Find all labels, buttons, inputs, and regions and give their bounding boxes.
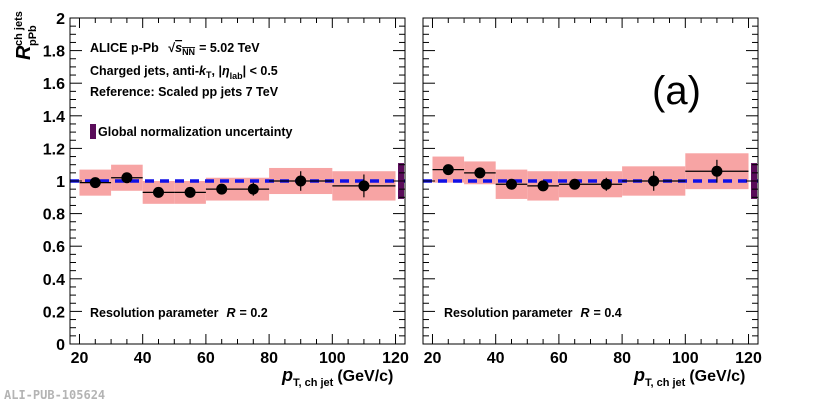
- right-x-axis-title: pT, ch jet (GeV/c): [633, 365, 745, 389]
- legend-global-swatch: [90, 124, 96, 139]
- y-tick-label-1: 1: [56, 174, 65, 191]
- y-tick-label-1.4: 1.4: [43, 109, 65, 126]
- y-tick-label-0.8: 0.8: [43, 207, 65, 224]
- left-data-point-1: [121, 172, 133, 184]
- annotation-line1-prefix: ALICE p-Pb: [90, 41, 159, 55]
- y-tick-label-0.4: 0.4: [43, 272, 65, 289]
- left-x-tick-label-20: 20: [71, 350, 89, 367]
- y-axis-title-main: R: [13, 45, 35, 60]
- right-panel: 20 40 60 80 100 120 (a) Resolution parameter R…: [422, 17, 762, 367]
- left-data-point-5: [247, 183, 259, 195]
- left-data-point-0: [89, 177, 101, 189]
- sqrt-s: s: [175, 41, 182, 55]
- right-data-point-4: [569, 178, 581, 190]
- right-data-point-1: [474, 167, 486, 179]
- right-x-tick-label-120: 120: [735, 350, 762, 367]
- annotation-line2-value: < 0.5: [250, 64, 278, 78]
- right-data-point-2: [505, 178, 517, 190]
- left-x-tick-label-40: 40: [134, 350, 152, 367]
- right-data-point-3: [537, 180, 549, 192]
- left-data-point-3: [184, 186, 196, 198]
- sqrt-sub: NN: [182, 47, 195, 57]
- left-x-axis-title-sub: T, ch jet: [293, 377, 334, 389]
- left-x-tick-label-100: 100: [319, 350, 346, 367]
- right-data-layer: [423, 153, 758, 201]
- y-tick-label-0.2: 0.2: [43, 304, 65, 321]
- left-x-tick-label-60: 60: [197, 350, 215, 367]
- right-data-point-6: [648, 175, 660, 187]
- right-x-tick-label-100: 100: [672, 350, 699, 367]
- annotation-line2-sep: , |: [212, 64, 222, 78]
- annotation-line2-prefix: Charged jets, anti-: [90, 64, 199, 78]
- annotation-line2: Charged jets, anti-kT, |ηlab| < 0.5: [90, 64, 278, 81]
- right-data-point-7: [711, 165, 723, 177]
- publication-id: ALI-PUB-105624: [4, 388, 105, 402]
- eta-symbol: η: [222, 64, 230, 78]
- panel-tag: (a): [652, 69, 701, 113]
- left-data-point-2: [152, 186, 164, 198]
- left-resolution-label: Resolution parameter R = 0.2: [90, 306, 268, 320]
- sqrt-symbol: √: [168, 41, 175, 55]
- right-resolution-r: R: [581, 306, 590, 320]
- annotation-line2-k: k: [199, 64, 207, 78]
- left-x-tick-label-80: 80: [260, 350, 278, 367]
- y-axis-title-superscript: ch jets: [13, 11, 25, 46]
- y-tick-label-0.6: 0.6: [43, 239, 65, 256]
- right-x-tick-label-80: 80: [613, 350, 631, 367]
- right-ticks: 20 40 60 80 100 120: [423, 17, 762, 367]
- left-x-axis-title-unit: (GeV/c): [337, 368, 393, 385]
- left-panel: 20 40 60 80 100 120 0 0.2 0.4 0.6 0.8 1 1.2 1.4 1.6 1.8…: [13, 11, 409, 367]
- annotation-line2-bar: |: [243, 64, 250, 78]
- y-tick-label-0: 0: [56, 337, 65, 354]
- annotation-line2-etasub: lab: [230, 71, 244, 81]
- y-tick-label-1.2: 1.2: [43, 141, 65, 158]
- annotation-line2-ksub: T: [206, 70, 212, 80]
- right-data-point-0: [442, 164, 454, 176]
- right-x-tick-label-40: 40: [487, 350, 505, 367]
- annotation-line3: Reference: Scaled pp jets 7 TeV: [90, 85, 279, 99]
- y-axis-title: R ch jets pPb: [13, 11, 39, 60]
- left-data-point-6: [295, 175, 307, 187]
- right-data-point-5: [600, 178, 612, 190]
- right-x-axis-title-unit: (GeV/c): [689, 368, 745, 385]
- left-resolution-r: R: [227, 306, 236, 320]
- left-data-point-7: [358, 180, 370, 192]
- right-x-tick-label-60: 60: [550, 350, 568, 367]
- y-tick-label-1.6: 1.6: [43, 76, 65, 93]
- left-resolution-text: Resolution parameter: [90, 306, 219, 320]
- right-x-axis-title-sub: T, ch jet: [645, 377, 686, 389]
- y-tick-label-2: 2: [56, 11, 65, 28]
- y-axis-title-subscript: pPb: [27, 25, 39, 46]
- right-resolution-text: Resolution parameter: [444, 306, 573, 320]
- left-resolution-value: = 0.2: [240, 306, 268, 320]
- right-resolution-label: Resolution parameter R = 0.4: [444, 306, 622, 320]
- left-x-tick-label-120: 120: [382, 350, 409, 367]
- left-x-axis-title: pT, ch jet (GeV/c): [281, 365, 393, 389]
- y-tick-label-1.8: 1.8: [43, 44, 65, 61]
- legend-global-label: Global normalization uncertainty: [98, 125, 293, 139]
- left-ticks: 20 40 60 80 100 120 0 0.2 0.4 0.6 0.8 1 1.2 1.4 1.6 1.8…: [43, 11, 409, 367]
- left-data-point-4: [216, 183, 228, 195]
- right-x-axis-title-main: p: [633, 365, 645, 385]
- right-resolution-value: = 0.4: [594, 306, 622, 320]
- left-x-axis-title-main: p: [281, 365, 293, 385]
- annotation-line1-value: = 5.02 TeV: [199, 41, 260, 55]
- left-data-layer: [70, 163, 405, 204]
- annotation-line1: ALICE p-Pb √sNN = 5.02 TeV: [90, 41, 260, 57]
- right-x-tick-label-20: 20: [424, 350, 442, 367]
